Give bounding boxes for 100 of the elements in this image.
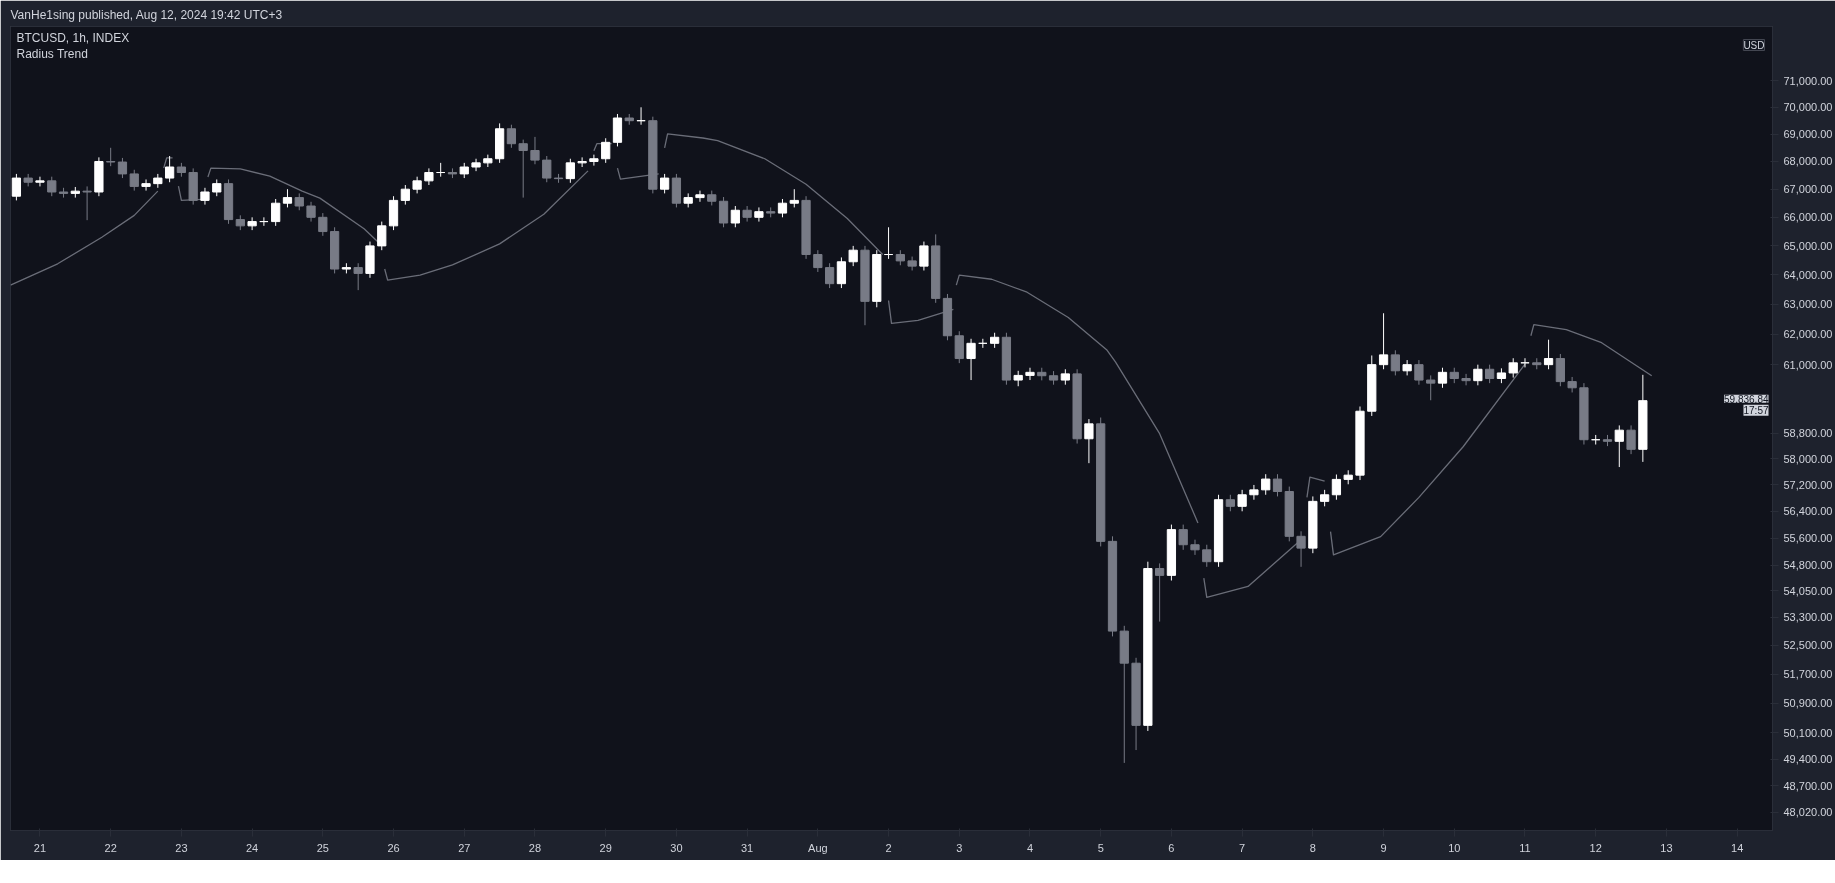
y-tick-label: 51,700.00 [1783,668,1833,681]
x-tick-label: 31 [741,841,754,854]
candlestick [825,262,835,289]
x-tick-label: 2 [885,841,892,854]
candlestick [589,154,599,167]
y-tick-label: 54,800.00 [1783,559,1833,572]
y-tick-label: 71,000.00 [1783,74,1833,87]
candlestick [1261,473,1271,496]
candlestick [318,212,328,237]
y-tick-label: 63,000.00 [1783,298,1833,311]
candlestick [777,198,788,218]
candlestick [1402,359,1412,376]
candlestick [742,205,752,223]
candlestick [353,262,363,291]
candlestick [1485,364,1495,384]
candlestick [565,158,575,184]
x-tick-label: 26 [387,841,400,854]
candlestick [836,256,847,289]
candlestick [1414,359,1424,386]
x-tick-label: 5 [1097,841,1104,854]
x-tick-label: 14 [1731,841,1744,854]
candlestick [813,249,823,273]
x-tick-label: 7 [1239,841,1246,854]
candlestick [1378,312,1389,370]
candlestick [754,206,764,223]
candlestick [1567,376,1577,393]
candlestick [1626,424,1636,455]
candlestick [1190,539,1200,556]
candlestick [11,173,22,201]
candlestick [1461,373,1471,386]
x-tick-label: 11 [1519,841,1531,854]
candlestick [141,178,151,192]
y-tick-label: 55,600.00 [1783,532,1833,544]
y-tick-label: 52,500.00 [1783,639,1833,652]
candlestick [789,188,799,208]
candlestick [1272,473,1283,497]
candlestick [1202,544,1212,568]
candlestick [966,338,976,381]
candlestick [106,147,116,167]
candlestick [471,158,481,172]
y-tick-label: 69,000.00 [1783,128,1833,141]
candlestick [82,185,92,221]
y-tick-label: 64,000.00 [1783,268,1833,281]
candlestick [1025,367,1035,381]
candlestick [1555,353,1565,387]
y-tick-label: 58,000.00 [1783,452,1833,465]
y-tick-label: 53,300.00 [1783,611,1833,624]
y-tick-label: 54,050.00 [1783,584,1833,597]
x-tick-label: 8 [1309,841,1316,854]
candlestick [117,157,128,179]
line-series [10,190,159,286]
x-tick-label: 12 [1589,841,1602,854]
x-tick-label: 3 [956,841,963,854]
candlestick [730,205,740,228]
candlestick [1084,418,1094,464]
candlestick [424,167,434,186]
x-tick-label: 28 [528,841,542,854]
x-tick-label: 4 [1026,841,1034,854]
y-tick-label: 62,000.00 [1783,328,1833,341]
candlestick [282,188,293,208]
candlestick [848,245,858,267]
x-tick-label: 13 [1660,841,1673,854]
candlestick [377,221,387,251]
candlestick [542,155,552,183]
y-axis-title: USD [1743,39,1765,51]
candlestick [660,173,670,194]
x-tick-label: 9 [1380,841,1387,854]
annotation: 59,836.84 [1724,393,1769,405]
candlestick [1178,524,1188,551]
y-tick-label: 50,100.00 [1783,726,1833,739]
y-tick-label: 48,700.00 [1783,779,1833,792]
candlestick [1331,474,1342,501]
y-tick-label: 58,800.00 [1783,427,1833,440]
candlestick [129,169,139,192]
candlestick [1390,349,1400,376]
candlestick [530,136,540,165]
candlestick [35,176,45,187]
x-tick-label: 27 [458,841,471,854]
x-tick-label: 21 [33,841,47,854]
x-tick-label: 30 [670,841,683,854]
candlestick [954,330,964,364]
candlestick [506,124,517,149]
y-tick-label: 66,000.00 [1783,211,1833,224]
line-series [955,274,1199,524]
candlestick [1249,484,1259,501]
x-tick-label: 24 [245,841,259,854]
y-tick-label: 57,200.00 [1783,478,1833,491]
candlestick [1426,374,1436,401]
candlestick [1508,357,1518,379]
y-tick-label: 68,000.00 [1783,155,1833,168]
y-tick-label: 67,000.00 [1783,183,1833,196]
line-series [1530,323,1653,377]
text: Radius Trend [16,46,88,61]
x-tick-label: Aug [808,841,828,854]
candlestick [400,184,410,206]
text: VanHe1sing published, Aug 12, 2024 19:42 UTC+3 [10,7,283,22]
candlestick [1543,339,1554,370]
x-tick-label: 23 [175,841,188,854]
y-tick-label: 70,000.00 [1783,101,1833,114]
candlestick [577,156,587,168]
